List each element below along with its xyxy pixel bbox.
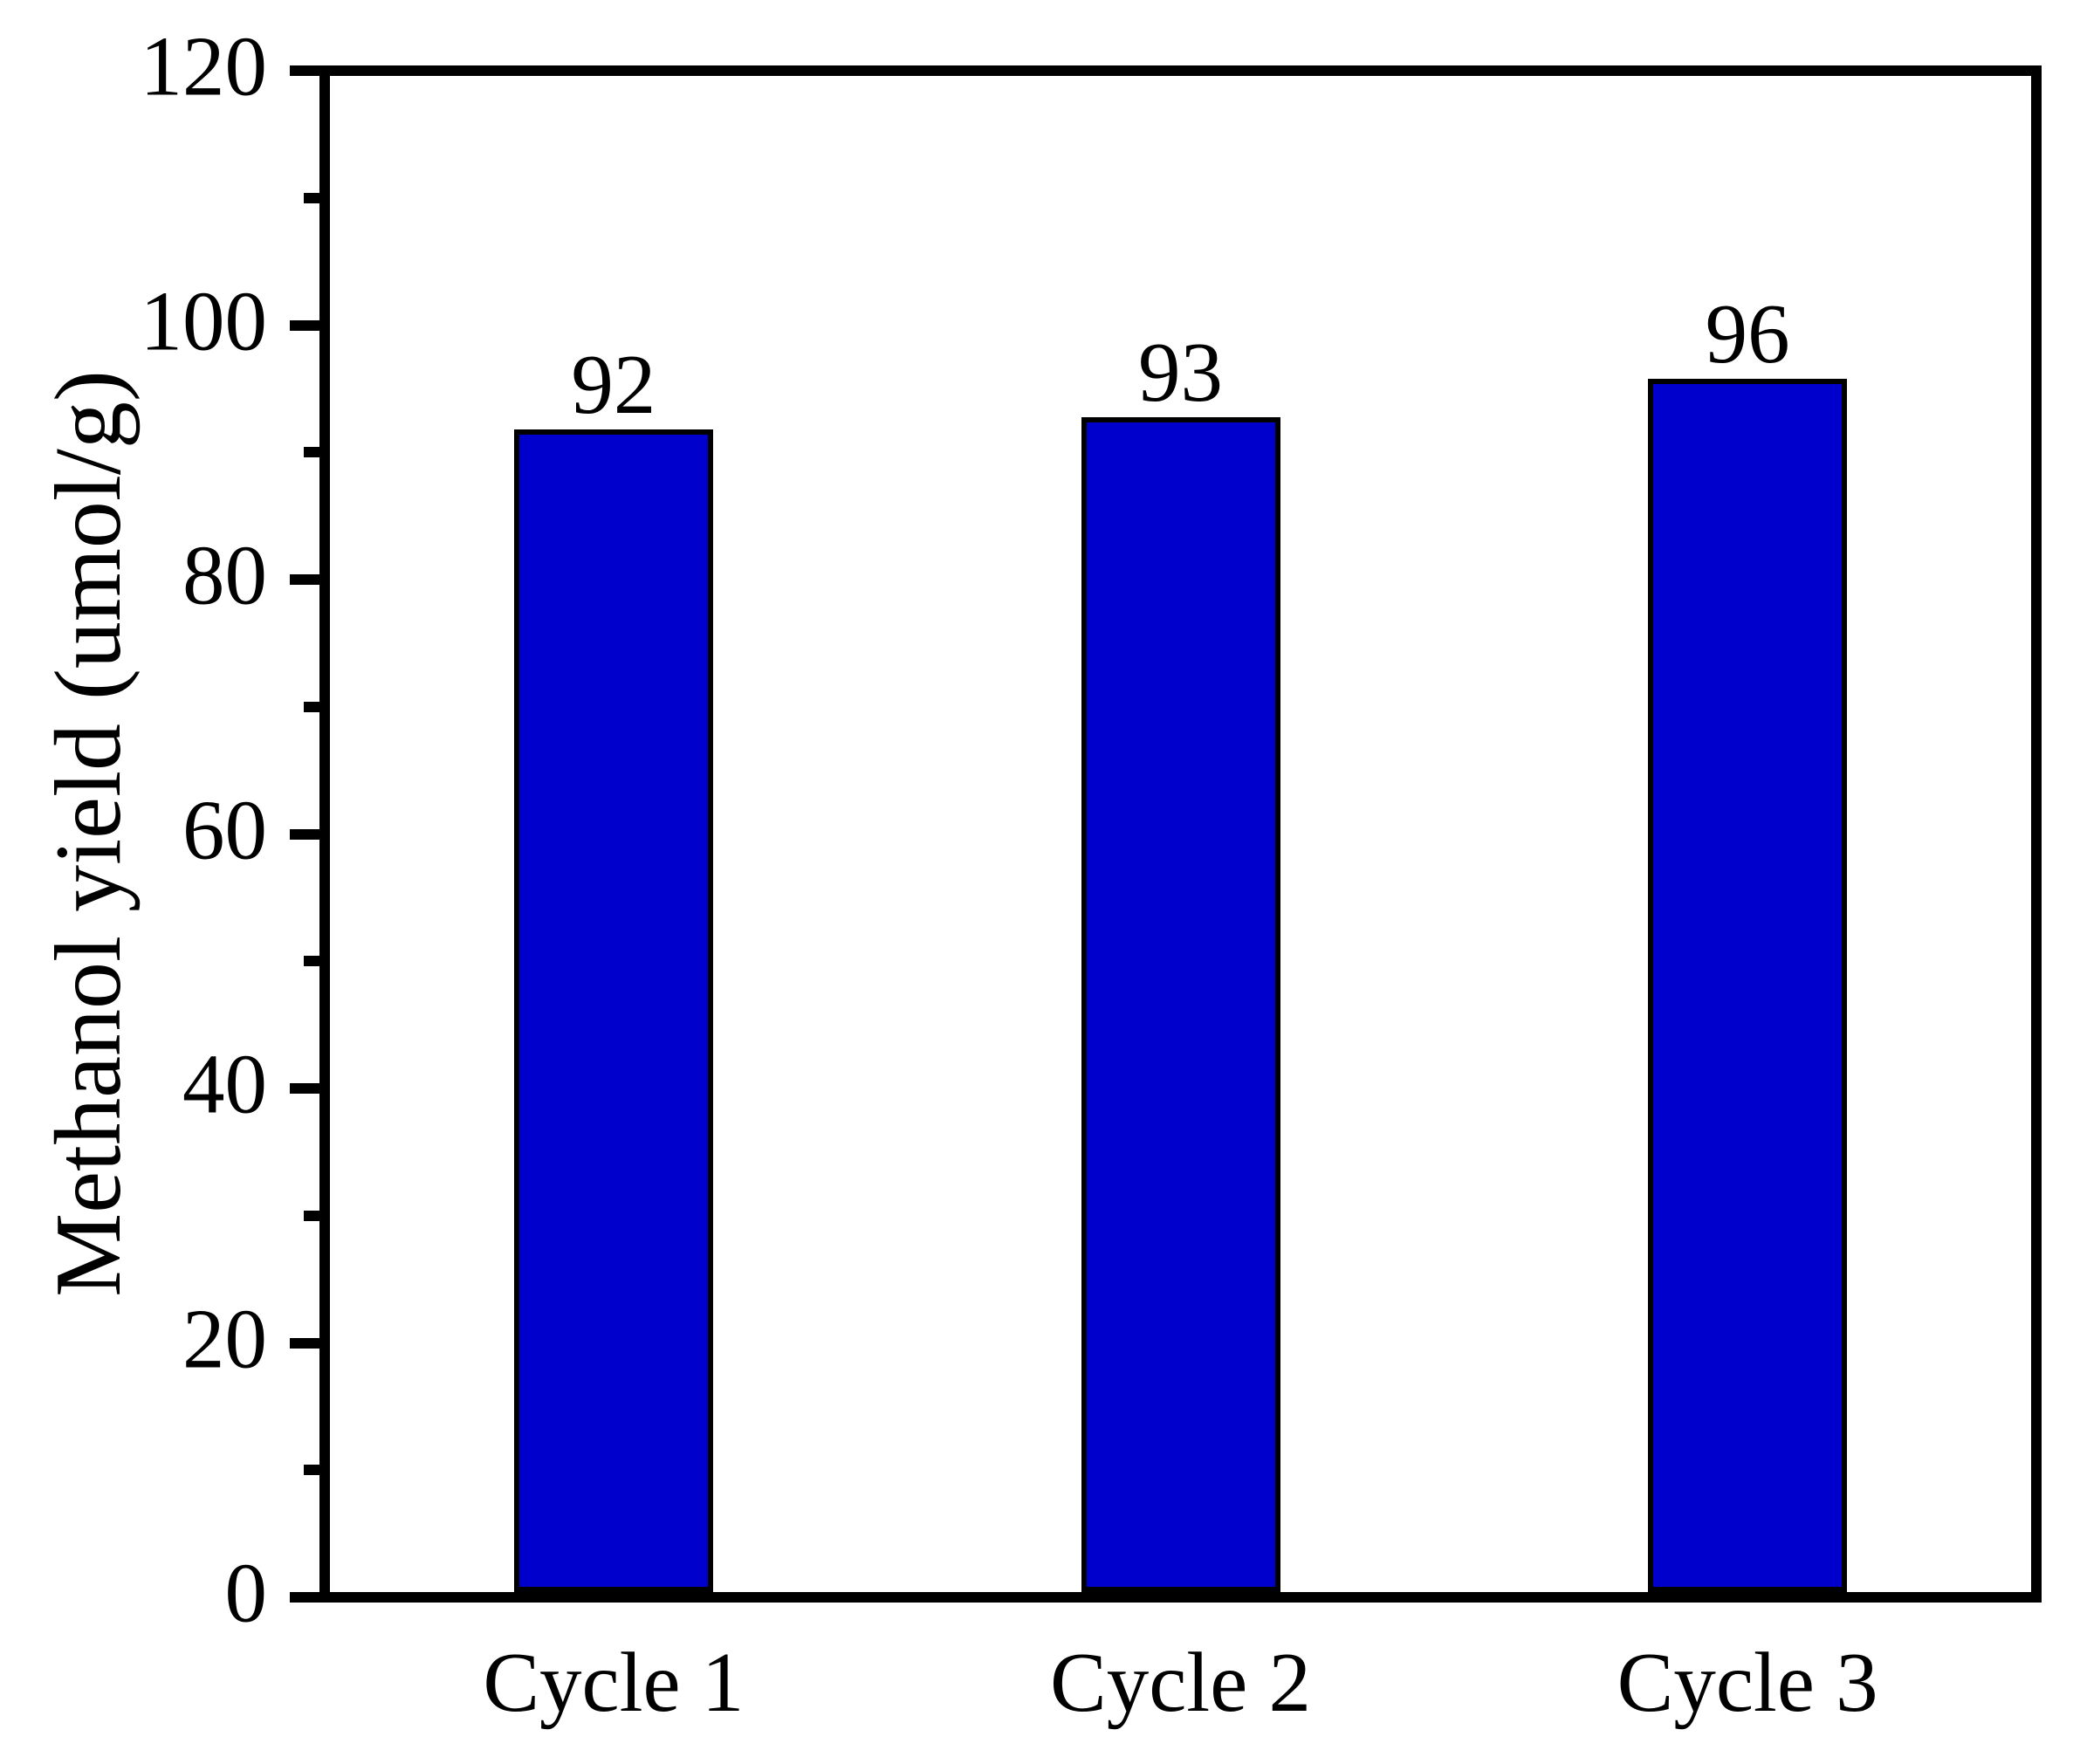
y-axis-major-tick — [290, 1337, 319, 1349]
bar — [513, 429, 713, 1592]
y-axis-tick-label: 60 — [182, 783, 267, 877]
y-axis-minor-tick — [304, 1210, 319, 1221]
y-axis-major-tick — [290, 574, 319, 585]
y-axis-minor-tick — [304, 1465, 319, 1476]
y-axis-tick-label: 40 — [182, 1037, 267, 1131]
bar — [1081, 416, 1280, 1592]
y-axis-major-tick — [290, 828, 319, 840]
y-axis-major-tick — [290, 65, 319, 76]
x-axis-category-label: Cycle 1 — [483, 1636, 745, 1729]
y-axis-major-tick — [290, 319, 319, 331]
x-axis-category-label: Cycle 2 — [1049, 1636, 1312, 1729]
y-axis-minor-tick — [304, 701, 319, 712]
bar-value-label: 96 — [1705, 287, 1790, 381]
x-axis-category-label: Cycle 3 — [1617, 1636, 1878, 1729]
y-axis-tick-label: 80 — [182, 528, 267, 622]
y-axis-minor-tick — [304, 192, 319, 203]
y-axis-tick-label: 100 — [140, 274, 268, 368]
bar-value-label: 92 — [571, 338, 656, 432]
y-axis-major-tick — [290, 1592, 319, 1603]
y-axis-minor-tick — [304, 956, 319, 967]
plot-frame — [319, 65, 2042, 1603]
y-axis-tick-label: 120 — [140, 19, 268, 113]
bar-value-label: 93 — [1138, 325, 1223, 419]
y-axis-tick-label: 20 — [182, 1292, 267, 1386]
y-axis-major-tick — [290, 1083, 319, 1094]
bar — [1648, 379, 1848, 1592]
y-axis-tick-label: 0 — [224, 1546, 268, 1640]
y-axis-minor-tick — [304, 447, 319, 458]
